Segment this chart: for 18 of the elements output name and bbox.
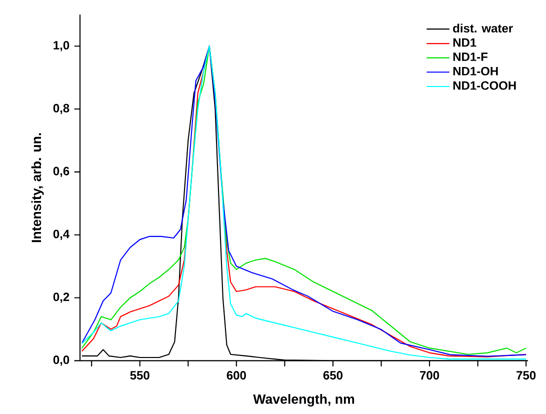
x-axis-title: Wavelength, nm [253, 394, 354, 407]
x-tick-label: 650 [323, 371, 342, 380]
y-tick-label: 0,6 [53, 166, 70, 178]
x-tick-label: 550 [130, 371, 150, 380]
y-tick-label: 0,2 [53, 292, 70, 303]
y-axis-title: Intensity, arb. un. [31, 133, 44, 242]
x-tick-label: 700 [420, 371, 440, 380]
legend-label: ND1-COOH [453, 81, 516, 90]
legend-label: ND1-OH [453, 66, 498, 76]
legend-label: ND1-F [453, 52, 488, 61]
y-tick-label: 0,0 [53, 356, 70, 366]
x-tick-label: 600 [226, 371, 246, 380]
y-tick-label: 0,4 [53, 230, 70, 240]
y-tick-label: 1,0 [54, 40, 70, 52]
legend-label: dist. water [453, 24, 513, 33]
x-tick-label: 750 [516, 371, 536, 380]
y-tick-label: 0,8 [53, 104, 70, 114]
legend-label: ND1 [453, 38, 476, 47]
